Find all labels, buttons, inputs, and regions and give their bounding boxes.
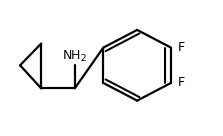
Text: F: F bbox=[178, 76, 185, 89]
Text: NH$_2$: NH$_2$ bbox=[62, 49, 87, 64]
Text: F: F bbox=[178, 41, 185, 54]
